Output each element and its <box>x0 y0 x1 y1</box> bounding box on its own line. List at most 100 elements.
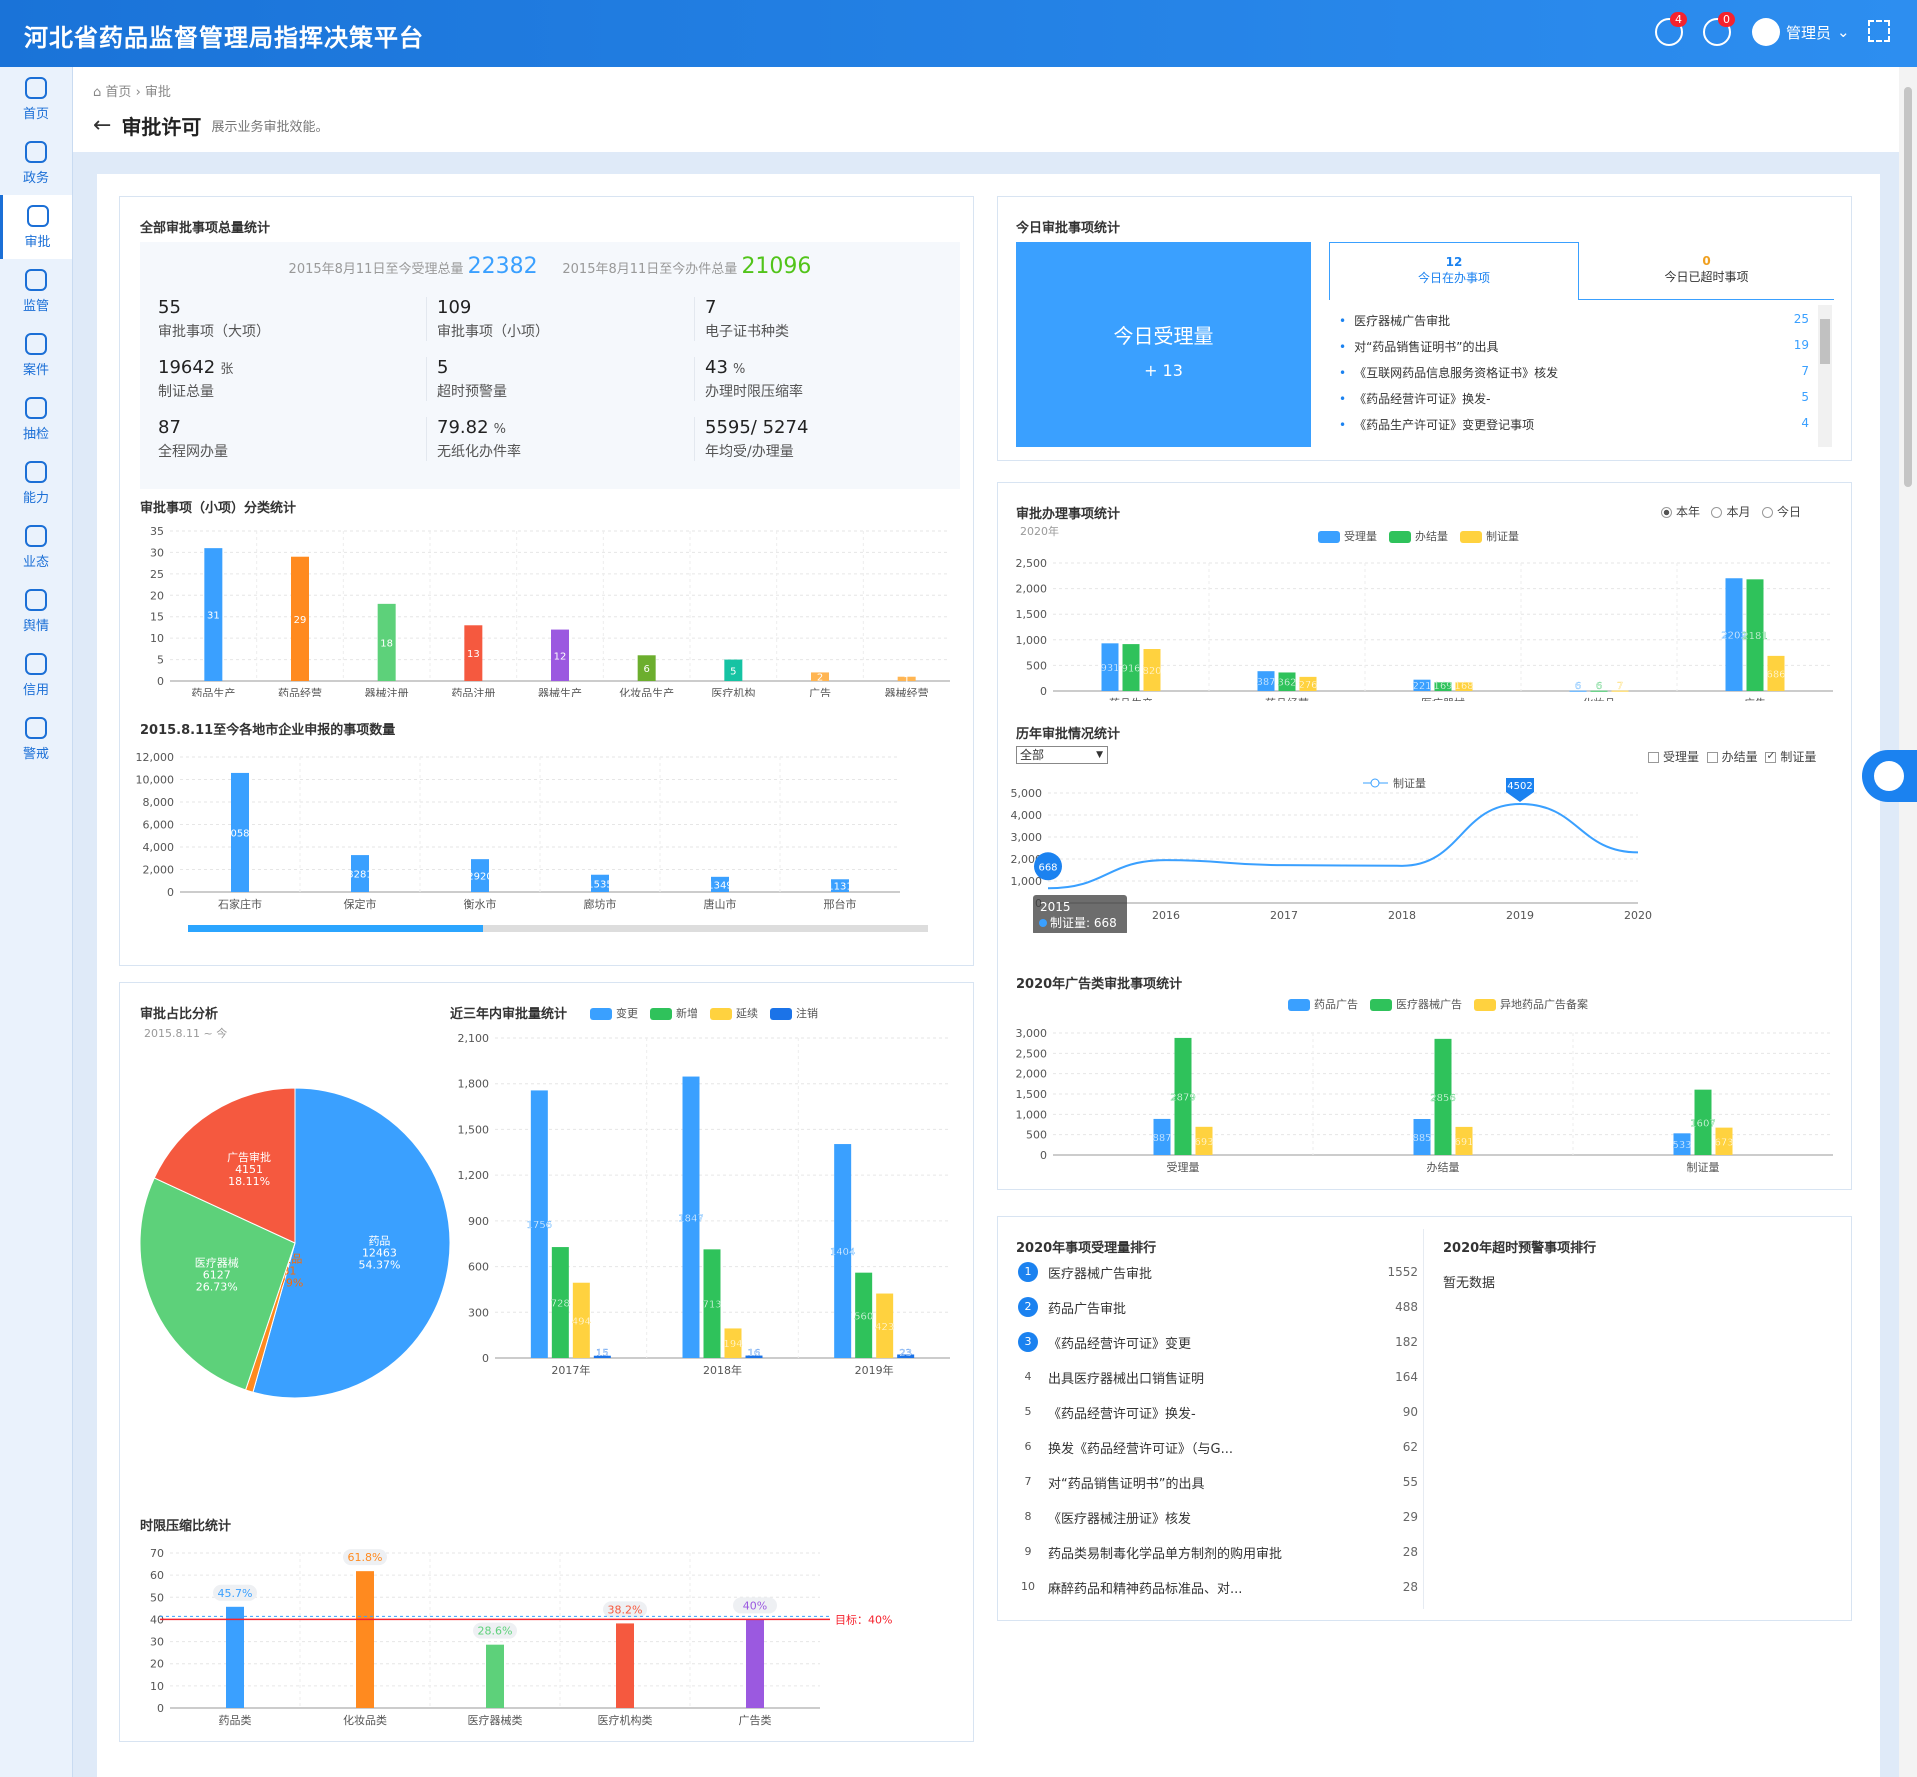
bar-value-label: 18 <box>380 638 393 649</box>
sidebar-item-6[interactable]: 能力 <box>0 451 72 515</box>
category-title: 审批事项（小项）分类统计 <box>140 501 297 516</box>
today-list-item[interactable]: • 《药品经营许可证》换发- 5 <box>1339 390 1809 407</box>
rank-row[interactable]: 1 医疗器械广告审批 1552 <box>1018 1257 1418 1287</box>
sidebar: 首页 政务 审批 监管 案件 抽检 能力 业态 舆情 信用 警戒 <box>0 67 73 1777</box>
pie-label-value: 4151 <box>235 1163 263 1176</box>
rank-row[interactable]: 9 药品类易制毒化学品单方制剂的购用审批 28 <box>1018 1537 1419 1567</box>
legend-label: 办结量 <box>1415 530 1448 543</box>
x-tick-label: 2017 <box>1270 909 1298 922</box>
bar <box>551 1247 569 1358</box>
legend-item[interactable]: 受理量 <box>1318 528 1377 544</box>
rank-row[interactable]: 3 《药品经营许可证》变更 182 <box>1018 1327 1418 1357</box>
sidebar-item-5[interactable]: 抽检 <box>0 387 72 451</box>
today-list-item[interactable]: • 《药品生产许可证》变更登记事项 4 <box>1339 416 1809 433</box>
rank-row[interactable]: 7 对“药品销售证明书”的出具 55 <box>1018 1467 1419 1497</box>
sidebar-item-0[interactable]: 首页 <box>0 67 72 131</box>
radio-year[interactable]: 本年 <box>1661 505 1700 519</box>
stat-unit: % <box>733 362 746 377</box>
history-filter-select[interactable]: 全部 ▼ <box>1016 746 1108 764</box>
today-list-scrollbar[interactable] <box>1818 305 1832 447</box>
float-tool-button[interactable] <box>1862 750 1917 802</box>
pie-label-pct: 18.11% <box>228 1175 270 1188</box>
stat-value: 19642 <box>158 357 216 378</box>
sidebar-item-3[interactable]: 监管 <box>0 259 72 323</box>
sidebar-item-10[interactable]: 警戒 <box>0 707 72 771</box>
legend-item[interactable]: 办结量 <box>1389 528 1448 544</box>
rank-row[interactable]: 4 出具医疗器械出口销售证明 164 <box>1018 1362 1419 1392</box>
y-tick-label: 2,000 <box>1016 1068 1048 1081</box>
bar-value-label: 38.2% <box>608 1603 643 1616</box>
bar <box>1611 690 1629 692</box>
today-list-scroll-thumb[interactable] <box>1820 319 1830 364</box>
sidebar-item-7[interactable]: 业态 <box>0 515 72 579</box>
pie-subtitle: 2015.8.11 ~ 今 <box>144 1027 228 1040</box>
min-marker <box>1034 852 1062 881</box>
user-name: 管理员 <box>1786 23 1832 42</box>
bar <box>351 855 369 892</box>
y-tick-label: 0 <box>482 1352 489 1365</box>
legend-item[interactable]: 变更 <box>590 1005 638 1021</box>
legend-item[interactable]: 制证量 <box>1460 528 1519 544</box>
legend-item[interactable]: 药品广告 <box>1288 996 1358 1012</box>
rank-name: 《药品经营许可证》换发- <box>1048 1406 1196 1422</box>
legend-item[interactable]: 新增 <box>650 1005 698 1021</box>
stat-label: 办理时限压缩率 <box>705 384 803 400</box>
bar-value-label: 2856 <box>1430 1093 1455 1104</box>
compress-title: 时限压缩比统计 <box>140 1519 232 1534</box>
done-label: 2015年8月11日至今办件总量 <box>562 262 738 277</box>
bar <box>1746 579 1764 691</box>
bar <box>746 1619 764 1708</box>
summary-totals: 2015年8月11日至今受理总量 22382 2015年8月11日至今办件总量 … <box>140 254 960 279</box>
radio-today[interactable]: 今日 <box>1761 505 1801 519</box>
alert-target-icon[interactable]: 4 <box>1655 12 1687 46</box>
sidebar-item-4[interactable]: 案件 <box>0 323 72 387</box>
user-menu[interactable]: 管理员 ⌄ <box>1752 18 1850 46</box>
today-list-item[interactable]: • 对“药品销售证明书”的出具 19 <box>1339 338 1809 355</box>
today-list-item[interactable]: • 医疗器械广告审批 25 <box>1339 312 1809 329</box>
x-tick-label: 药品生产 <box>1109 696 1153 701</box>
tab-in-progress[interactable]: 12 今日在办事项 <box>1329 242 1579 300</box>
legend-item[interactable]: 注销 <box>770 1005 818 1021</box>
legend-item[interactable]: 异地药品广告备案 <box>1474 996 1588 1012</box>
scrollbar[interactable] <box>1899 67 1917 1777</box>
pie-chart: 药品1246354.37%化妆品1810.79%医疗器械612726.73%广告… <box>139 1087 451 1399</box>
rank-row[interactable]: 2 药品广告审批 488 <box>1018 1292 1418 1322</box>
rank-value: 488 <box>1395 1300 1418 1314</box>
history-icon[interactable]: 0 <box>1703 12 1735 46</box>
stat-item: 109 审批事项（小项） <box>426 297 686 341</box>
bar <box>834 1144 852 1358</box>
breadcrumb-sep: › <box>135 85 141 100</box>
x-tick-label: 药品类 <box>219 1713 252 1727</box>
check-cert[interactable]: 制证量 <box>1765 749 1816 764</box>
bar <box>831 879 849 892</box>
bar <box>591 874 609 892</box>
bar <box>1278 672 1296 691</box>
bar-value-label: 221 <box>1412 681 1431 692</box>
sidebar-item-8[interactable]: 舆情 <box>0 579 72 643</box>
rank-row[interactable]: 10 麻醉药品和精神药品标准品、对... 28 <box>1018 1572 1418 1602</box>
bar <box>1694 1089 1712 1155</box>
scrollbar-thumb[interactable] <box>1904 87 1912 487</box>
legend-item[interactable]: 延续 <box>710 1005 758 1021</box>
fullscreen-icon[interactable] <box>1868 20 1890 42</box>
today-list-item[interactable]: • 《互联网药品信息服务资格证书》核发 7 <box>1339 364 1809 381</box>
radio-month[interactable]: 本月 <box>1711 505 1750 519</box>
x-tick-label: 办结量 <box>1427 1161 1460 1174</box>
history-legend-dot <box>1370 778 1380 788</box>
sidebar-item-9[interactable]: 信用 <box>0 643 72 707</box>
sidebar-item-2[interactable]: 审批 <box>0 195 72 259</box>
check-done[interactable]: 办结量 <box>1706 750 1758 764</box>
breadcrumb-home[interactable]: 首页 <box>105 85 132 100</box>
sidebar-item-1[interactable]: 政务 <box>0 131 72 195</box>
y-tick-label: 35 <box>150 525 164 538</box>
rank-row[interactable]: 6 换发《药品经营许可证》（与G... 62 <box>1018 1432 1419 1462</box>
legend-item[interactable]: 医疗器械广告 <box>1370 996 1462 1012</box>
rank-row[interactable]: 8 《医疗器械注册证》核发 29 <box>1018 1502 1419 1532</box>
zoom-slider-fill <box>188 925 483 932</box>
back-arrow-icon[interactable]: ← <box>93 113 112 138</box>
rank-row[interactable]: 5 《药品经营许可证》换发- 90 <box>1018 1397 1419 1427</box>
tab-timeout[interactable]: 0 今日已超时事项 <box>1579 242 1834 300</box>
y-tick-label: 600 <box>468 1261 489 1274</box>
bar-value-label: 29 <box>294 615 307 626</box>
check-accept[interactable]: 受理量 <box>1648 750 1699 764</box>
